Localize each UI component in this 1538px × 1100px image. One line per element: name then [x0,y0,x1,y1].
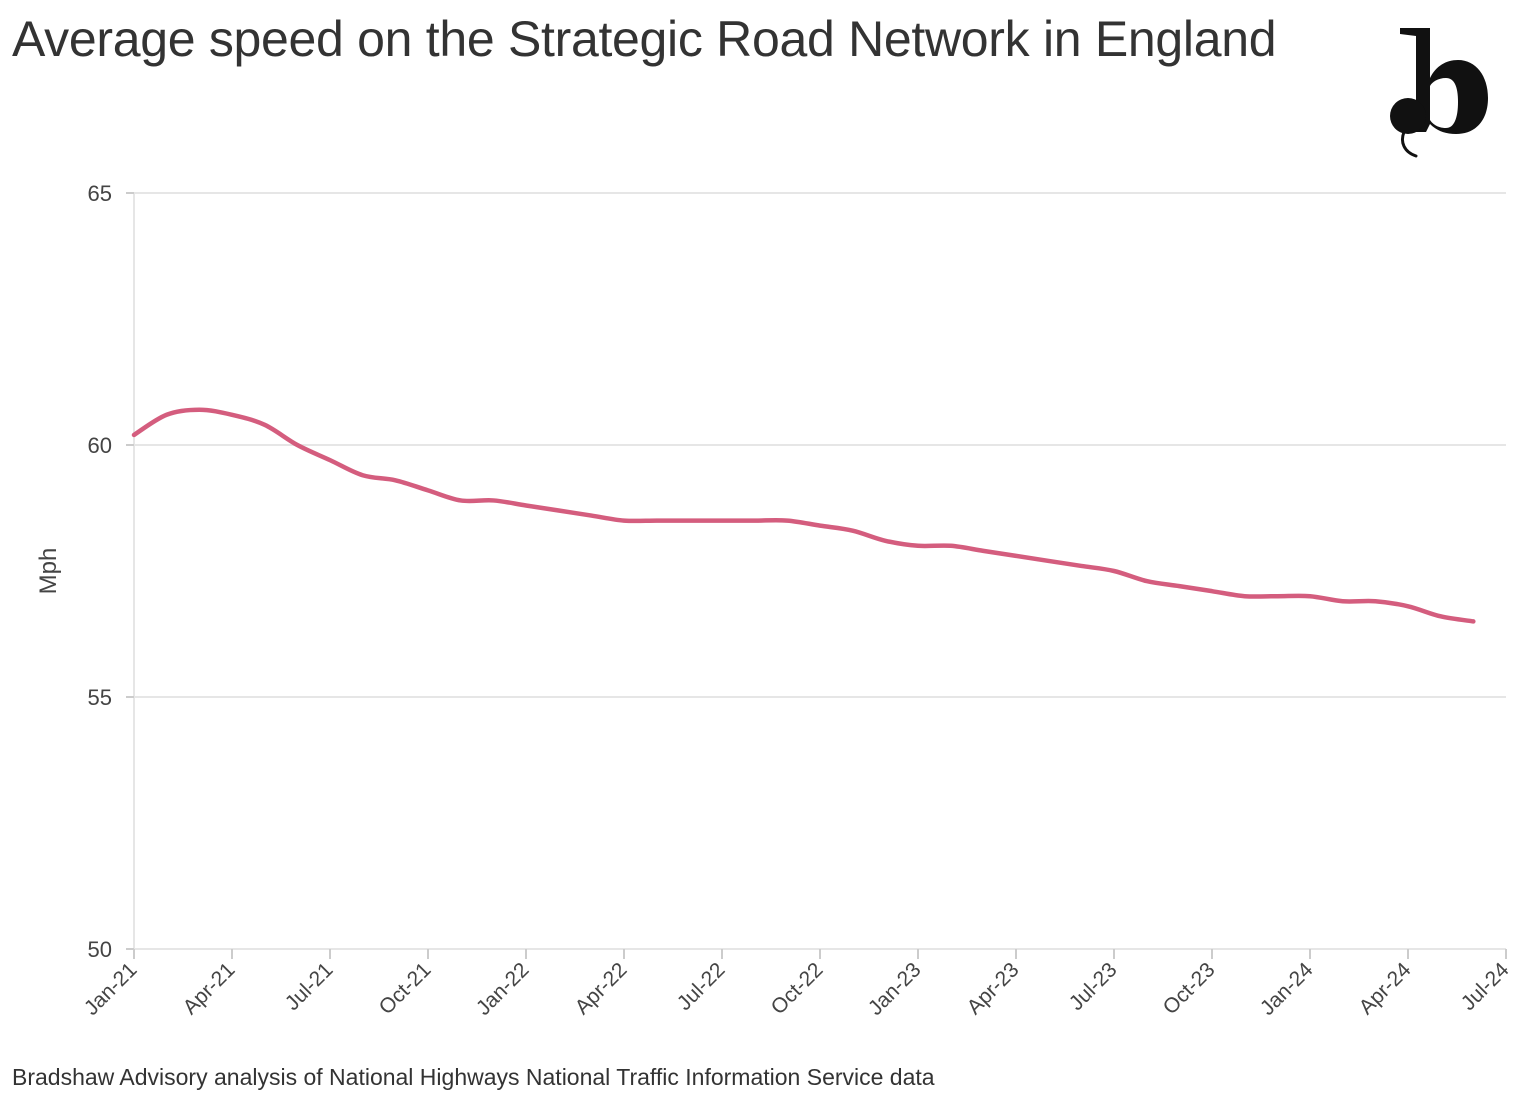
y-axis-title: Mph [35,548,62,595]
series-layer [131,407,1476,624]
x-tick-label-7: Oct-22 [767,958,828,1019]
x-tick-label-5: Apr-22 [571,958,632,1019]
x-tick-label-10: Jul-23 [1065,958,1122,1015]
x-tick-label-11: Oct-23 [1159,958,1220,1019]
gridlines [134,192,1506,950]
x-tick-label-2: Jul-21 [281,958,338,1015]
y-tick-label-1: 55 [88,685,112,710]
publisher-b-logo-icon [1390,28,1488,158]
x-tick-label-9: Apr-23 [963,958,1024,1019]
source-note: Bradshaw Advisory analysis of National H… [12,1064,935,1090]
y-tick-label-0: 50 [88,937,112,962]
x-tick-label-13: Apr-24 [1355,958,1416,1019]
series-line-0 [131,407,1476,624]
chart-title: Average speed on the Strategic Road Netw… [12,11,1277,67]
x-axis-ticks: Jan-21 Apr-21 Jul-21 Oct-21 Jan-22 Apr-22 Jul-… [80,949,1514,1020]
x-tick-label-1: Apr-21 [179,958,240,1019]
x-tick-label-8: Jan-23 [864,958,926,1020]
x-tick-label-6: Jul-22 [673,958,730,1015]
x-tick-label-3: Oct-21 [375,958,436,1019]
x-tick-label-12: Jan-24 [1256,958,1318,1020]
y-tick-label-2: 60 [88,433,112,458]
x-tick-label-4: Jan-22 [472,958,534,1020]
y-tick-label-3: 65 [88,181,112,206]
y-axis-ticks: 50 55 60 65 [88,181,134,962]
x-tick-label-0: Jan-21 [80,958,142,1020]
x-tick-label-14: Jul-24 [1457,958,1514,1015]
